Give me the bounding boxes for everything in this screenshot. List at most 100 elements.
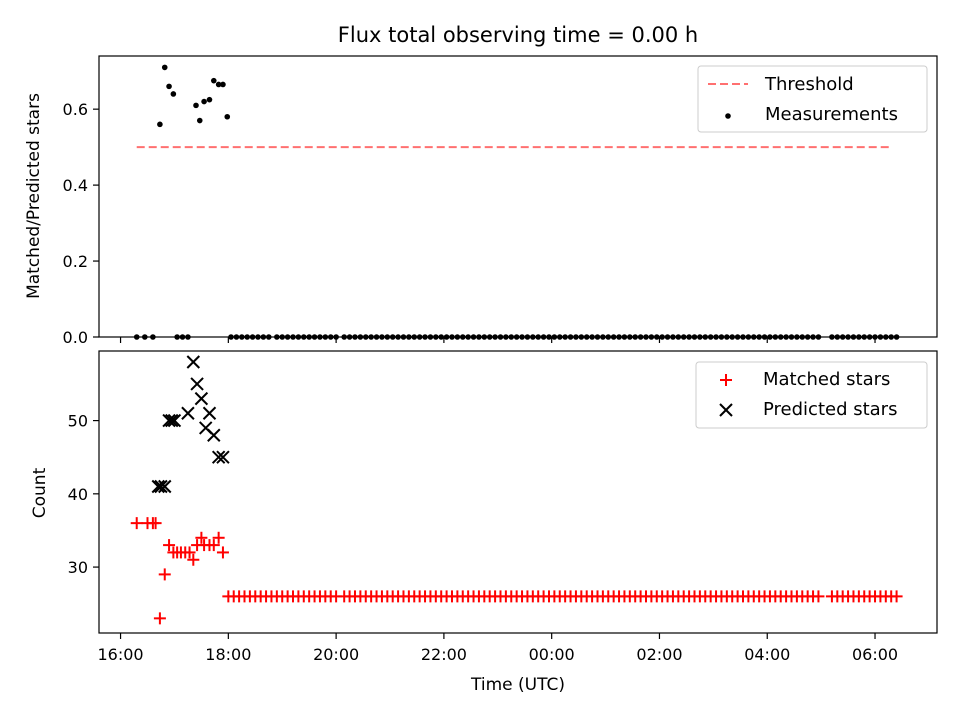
predicted-star-point [162, 413, 176, 428]
measurement-point-zero [265, 334, 272, 340]
measurement-point-zero [459, 334, 466, 340]
measurement-point-zero [284, 334, 291, 340]
measurement-point-zero [583, 334, 590, 340]
predicted-star-point-b [158, 479, 172, 494]
measurement-point-zero [883, 334, 889, 340]
measurement-point-zero [551, 334, 558, 340]
measurement-point-zero [389, 334, 396, 340]
measurement-point-zero [395, 334, 401, 340]
measurement-point-zero [777, 334, 784, 340]
measurement-point-zero [306, 334, 312, 340]
measurement-point-zero [255, 334, 261, 340]
bottom-axes-frame [98, 350, 938, 634]
measurement-point-zero [346, 334, 353, 340]
measurement-point-zero [761, 334, 768, 340]
measurement-point-zero [648, 334, 655, 340]
measurement-point-zero [810, 334, 816, 340]
measurement-point [215, 81, 222, 88]
bottom-legend: Matched stars Predicted stars [695, 361, 928, 429]
measurement-point [210, 77, 217, 84]
predicted-star-point-b [198, 421, 213, 435]
measurement-point-zero [670, 334, 676, 340]
predicted-star-point-b [207, 428, 221, 442]
measurement-point-zero [454, 334, 461, 340]
measurement-point-zero [362, 334, 369, 340]
measurement-point-zero [244, 334, 250, 340]
measurement-point-zero [893, 334, 900, 340]
matched-star-point [153, 612, 166, 625]
threshold-legend-label: Threshold [764, 74, 854, 95]
measurement-point-zero [142, 334, 148, 340]
predicted-star-point-b [194, 391, 209, 406]
measurement-point-zero [799, 334, 806, 340]
measurement-point-zero [546, 334, 552, 340]
predicted-star-point [190, 377, 204, 391]
measurement-point-zero [535, 334, 542, 340]
matched-star-point [130, 517, 143, 530]
measurement-point-zero [327, 334, 334, 340]
matched-star-point [890, 590, 903, 603]
measurement-point-zero [794, 334, 800, 340]
measurement-point [201, 98, 207, 105]
measurement-point-zero [384, 334, 391, 340]
measurement-point-zero [524, 334, 531, 340]
top-y-tick-label: 0.4 [63, 176, 88, 195]
measurement-point-zero [845, 334, 851, 340]
measurement-point-zero [872, 334, 878, 340]
measurement-point-zero [379, 334, 385, 340]
measurement-point-zero [767, 334, 773, 340]
measurement-point-zero [567, 334, 574, 340]
measurement-point-zero [659, 334, 665, 340]
measurement-point-zero [680, 334, 687, 340]
measurement-point-zero [605, 334, 612, 340]
bottom-y-tick-label: 40 [68, 485, 88, 504]
bottom-y-axis-label: Count [30, 467, 50, 518]
predicted-star-point-b [190, 377, 204, 391]
predicted-star-point-b [151, 479, 165, 494]
measurement-point-zero [174, 334, 180, 340]
measurement-point-zero [150, 334, 156, 340]
measurement-point-zero [632, 334, 639, 340]
matched-star-point [195, 531, 208, 544]
chart-title: Flux total observing time = 0.00 h [338, 23, 698, 47]
measurement-point-zero [274, 334, 280, 340]
measurement-point-zero [503, 334, 509, 340]
x-axis-label: Time (UTC) [470, 675, 565, 695]
measurement-point [161, 64, 168, 71]
bottom-x-tick-label: 02:00 [636, 645, 682, 664]
measurement-point-zero [260, 334, 267, 340]
measurement-point-zero [850, 334, 857, 340]
measurement-point-zero [497, 334, 504, 340]
predicted-star-point-b [202, 406, 217, 420]
measurement-point-zero [341, 334, 348, 340]
predicted-star-point [158, 479, 172, 494]
measurement-point-zero [295, 334, 302, 340]
measurement-point-zero [368, 334, 374, 340]
measurement-point-zero [239, 334, 245, 340]
measurement-point-zero [556, 334, 563, 340]
measurement-point-zero [133, 334, 140, 340]
top-y-axis-label: Matched/Predicted stars [24, 93, 44, 299]
predicted-star-point [167, 413, 182, 428]
top-y-tick-label: 0.2 [63, 252, 88, 271]
measurement-point-zero [333, 334, 339, 340]
measurement-point-zero [492, 334, 498, 340]
measurement-point-zero [691, 334, 698, 340]
bottom-plot-area: 30 40 50 16:00 18:00 20:00 22:00 00:00 02:00 04:0… [68, 350, 938, 664]
predicted-star-point [165, 413, 179, 428]
matched-star-point [207, 539, 220, 552]
predicted-star-point-b [162, 413, 176, 428]
measurement-point-zero [686, 334, 692, 340]
measurement-point-zero [627, 334, 633, 340]
predicted-star-point-b [186, 355, 201, 369]
measurement-point [220, 81, 226, 88]
predicted-star-point [216, 450, 230, 464]
matched-star-point [216, 546, 229, 559]
measurement-point-zero [675, 334, 682, 340]
matched-star-point [212, 531, 225, 544]
measurement-point-zero [519, 334, 525, 340]
measurement-point-zero [562, 334, 568, 340]
bottom-x-tick-label: 00:00 [529, 645, 575, 664]
measurement-point-zero [486, 334, 493, 340]
